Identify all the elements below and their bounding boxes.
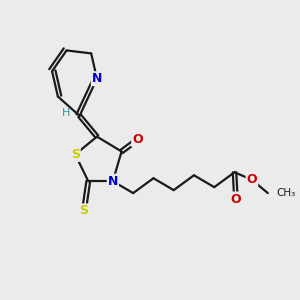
Text: O: O	[247, 173, 257, 186]
Text: CH₃: CH₃	[277, 188, 296, 198]
Text: S: S	[71, 148, 80, 161]
Text: O: O	[231, 193, 241, 206]
Text: O: O	[132, 133, 143, 146]
Text: H: H	[62, 108, 71, 118]
Text: N: N	[92, 72, 102, 85]
Text: N: N	[108, 175, 118, 188]
Text: S: S	[80, 204, 88, 218]
